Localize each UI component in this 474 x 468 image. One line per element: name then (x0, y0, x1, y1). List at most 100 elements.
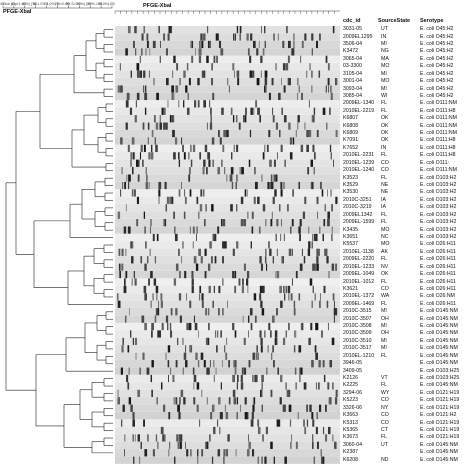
gel-band (139, 456, 141, 464)
gel-band (298, 345, 302, 353)
gel-band (123, 285, 127, 294)
gel-lane (115, 55, 340, 64)
gel-band (259, 285, 261, 294)
gel-band (268, 241, 270, 249)
source-state: VT (381, 375, 388, 382)
source-state: MI (381, 70, 387, 77)
gel-band (300, 322, 303, 331)
state-column-header: SourceState (378, 18, 411, 24)
gel-band (133, 270, 135, 279)
gel-band (130, 241, 132, 249)
scale-tick-label: 70 (44, 2, 48, 6)
serotype: E. coli O145:NM (420, 360, 458, 367)
gel-band (172, 129, 175, 138)
gel-band (236, 26, 239, 34)
gel-lane (115, 382, 340, 390)
source-state: FL (381, 152, 388, 159)
gel-band (249, 308, 253, 316)
gel-band (268, 92, 271, 101)
gel-band (326, 300, 329, 309)
gel-band (333, 315, 335, 323)
gel-band (160, 40, 161, 49)
gel-band (198, 48, 202, 56)
gel-band (198, 211, 200, 220)
gel-band (220, 382, 222, 390)
gel-band (331, 337, 334, 346)
gel-band (158, 26, 160, 34)
gel-band (191, 285, 194, 294)
gel-band (179, 315, 182, 323)
gel-band (205, 441, 208, 450)
isolate-id: K3621 (343, 285, 359, 292)
gel-band (183, 211, 186, 220)
gel-band (232, 115, 235, 123)
gel-band (335, 389, 338, 398)
gel-band (270, 174, 273, 182)
gel-band (309, 404, 312, 413)
gel-band (196, 226, 198, 234)
serotype: E. coli O26:H11 (420, 300, 456, 307)
gel-band (171, 115, 175, 123)
gel-band (136, 219, 139, 227)
gel-band (222, 241, 225, 249)
gel-band (132, 337, 134, 346)
gel-band (189, 226, 191, 234)
gel-band (268, 322, 271, 331)
gel-band (264, 26, 266, 34)
gel-band (178, 159, 181, 168)
gel-band (161, 322, 164, 331)
gel-band (143, 144, 146, 153)
gel-band (269, 248, 272, 257)
gel-band (226, 129, 229, 138)
source-state: NE (381, 189, 389, 196)
gel-band (312, 144, 315, 153)
gel-band (167, 374, 169, 383)
source-state: MI (381, 40, 387, 47)
serotype: E. coli O145:NM (420, 441, 458, 448)
gel-band (251, 226, 254, 234)
source-state: CO (381, 412, 389, 419)
gel-band (232, 248, 235, 257)
serotype: E. coli O103:H2 (420, 219, 457, 226)
gel-band (146, 174, 148, 182)
gel-band (324, 204, 326, 212)
gel-band (260, 70, 262, 78)
gel-band (272, 315, 275, 323)
gel-band (232, 63, 235, 71)
gel-band (221, 360, 223, 368)
gel-band (240, 382, 244, 390)
isolate-id: 3105-04 (343, 70, 363, 77)
gel-band (175, 85, 179, 93)
scale-tick-label: 60 (22, 2, 26, 6)
gel-band (311, 360, 314, 368)
isolate-id: 3409-05 (343, 367, 363, 374)
gel-band (268, 129, 271, 138)
gel-band (234, 285, 237, 294)
isolate-id: 2010C-3508 (343, 323, 372, 330)
isolate-id: K3529 (343, 182, 359, 188)
gel-band (217, 226, 220, 234)
gel-band (205, 204, 207, 212)
gel-lane (115, 360, 340, 368)
gel-band (134, 115, 137, 123)
gel-band (315, 40, 319, 49)
serotype: E. coli O26:H11 (420, 241, 456, 248)
gel-band (237, 77, 240, 86)
gel-band (252, 211, 254, 220)
serotype: E. coli O103:H25 (420, 375, 460, 382)
gel-band (289, 419, 292, 427)
gel-band (299, 263, 303, 271)
gel-band (149, 248, 151, 257)
gel-band (229, 174, 233, 182)
gel-band (250, 33, 253, 41)
gel-band (275, 270, 277, 279)
gel-band (191, 278, 194, 286)
gel-band (277, 419, 281, 427)
isolate-id: 2009EL-2220 (343, 256, 375, 263)
isolate-id: K7091 (343, 137, 359, 144)
gel-band (160, 426, 164, 435)
gel-band (136, 63, 140, 71)
gel-band (117, 389, 119, 398)
gel-band (314, 263, 317, 271)
gel-band (292, 189, 294, 197)
